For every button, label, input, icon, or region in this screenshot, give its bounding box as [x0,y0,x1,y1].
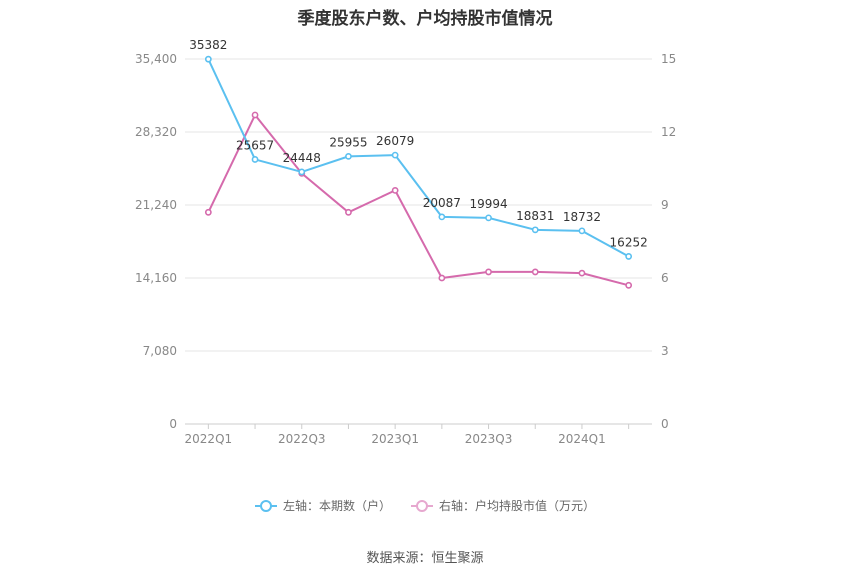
x-tick-label: 2023Q1 [371,432,419,446]
data-label: 35382 [189,38,227,52]
legend-swatch-holders [254,499,277,513]
data-point-holders [345,152,352,160]
left-tick-label: 28,320 [135,125,177,139]
right-tick-label: 0 [661,417,669,431]
data-point-avg-value [531,268,539,276]
right-tick-label: 3 [661,344,669,358]
data-point-avg-value [578,269,586,277]
legend-item-avg-value[interactable]: 右轴：户均持股市值（万元） [411,497,595,514]
data-point-holders [578,227,586,235]
left-tick-label: 0 [169,417,177,431]
x-tick-label: 2023Q3 [465,432,513,446]
right-tick-label: 6 [661,271,669,285]
data-point-avg-value [485,268,492,276]
legend-label-avg-value: 右轴：户均持股市值（万元） [439,499,596,513]
left-tick-label: 7,080 [143,344,177,358]
series-layer [204,55,633,289]
right-tick-label: 12 [661,125,676,139]
data-label: 16252 [610,235,648,249]
x-tick-label: 2024Q1 [558,432,606,446]
x-tick-label: 2022Q3 [278,432,326,446]
data-point-avg-value [625,281,633,289]
data-point-holders [625,253,633,260]
series-line-holders [207,58,630,258]
data-label: 19994 [469,197,507,211]
data-point-holders [298,168,306,176]
data-label: 24448 [283,151,321,165]
right-tick-label: 15 [661,52,676,66]
data-point-holders [391,151,399,159]
data-point-holders [485,214,492,222]
left-tick-label: 35,400 [135,52,177,66]
data-point-avg-value [438,274,446,282]
data-point-holders [204,55,212,63]
x-tick-label: 2022Q1 [185,432,233,446]
series-line-avg-value [207,113,629,287]
legend: 左轴：本期数（户） 右轴：户均持股市值（万元） [0,497,850,514]
left-axis-ticks: 0 7,080 14,160 21,240 28,320 35,400 [135,52,177,431]
data-source: 数据来源：恒生聚源 [366,551,484,566]
x-axis-ticks: 2022Q1 2022Q3 2023Q1 2023Q3 2024Q1 [185,424,630,446]
data-point-avg-value [391,186,399,194]
legend-swatch-avg-value [411,499,433,513]
right-tick-label: 9 [661,198,669,212]
chart-title: 季度股东户数、户均持股市值情况 [297,9,553,29]
data-point-avg-value [204,208,212,216]
grid-lines [185,58,652,425]
data-point-holders [251,156,259,163]
left-tick-label: 14,160 [135,271,177,285]
left-tick-label: 21,240 [135,198,177,212]
data-point-holders [438,213,446,221]
data-point-avg-value [251,111,259,119]
data-label: 18831 [516,209,554,223]
right-axis-ticks: 0 3 6 9 12 15 [661,52,676,431]
data-label: 26079 [376,134,414,148]
legend-label-holders: 左轴：本期数（户） [282,499,391,513]
data-labels: 35382 25657 24448 25955 26079 20087 19994 18831… [189,38,647,249]
data-point-holders [531,226,539,234]
data-label: 25955 [329,135,367,149]
data-label: 18732 [563,210,601,224]
data-label: 25657 [236,138,274,152]
legend-item-holders[interactable]: 左轴：本期数（户） [254,497,391,514]
data-label: 20087 [423,196,461,210]
data-point-avg-value [345,208,352,216]
